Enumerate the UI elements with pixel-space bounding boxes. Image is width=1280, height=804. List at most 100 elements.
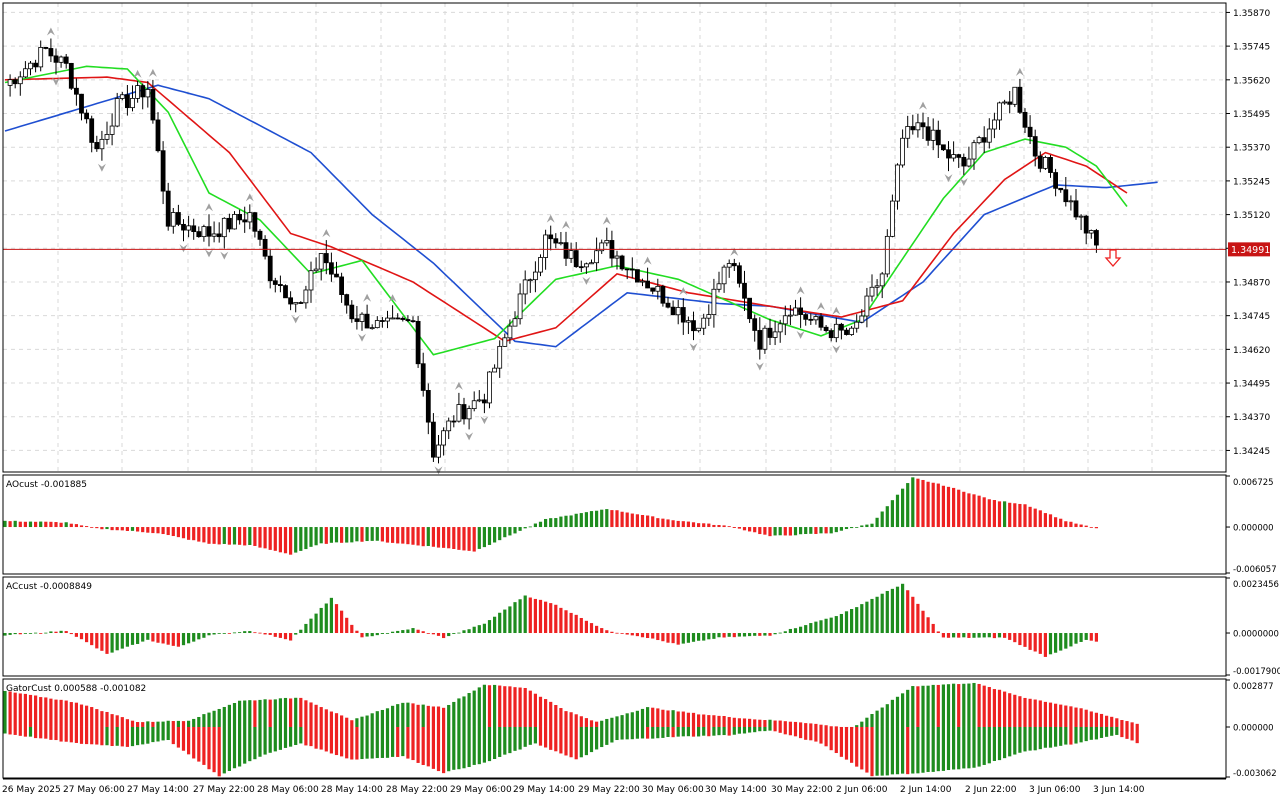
histogram-bar <box>824 726 828 747</box>
histogram-bar <box>360 716 364 727</box>
histogram-bar <box>916 603 920 634</box>
histogram-bar <box>921 726 925 773</box>
histogram-bar <box>1048 726 1053 748</box>
histogram-bar <box>431 726 435 769</box>
histogram-bar <box>130 633 135 645</box>
histogram-bar <box>605 718 609 727</box>
histogram-bar <box>972 726 976 768</box>
histogram-bar <box>329 711 333 727</box>
histogram-bar <box>319 527 323 544</box>
histogram-bar <box>289 527 293 555</box>
histogram-bar <box>141 527 145 533</box>
histogram-bar <box>467 693 471 727</box>
histogram-bar <box>1013 726 1017 755</box>
histogram-bar <box>1028 698 1032 727</box>
bear-candle <box>1073 200 1079 218</box>
histogram-bar <box>635 710 639 727</box>
histogram-bar <box>59 630 63 634</box>
histogram-bar <box>564 711 568 727</box>
histogram-bar <box>477 687 481 727</box>
osc-tick-label: 0.000000 <box>1233 723 1274 733</box>
histogram-bar <box>442 707 446 727</box>
ac-indicator-panel[interactable]: ACcust -0.0008849 0.0023456 0.0000000 -0.0… <box>2 576 1280 677</box>
histogram-bar <box>686 633 690 643</box>
histogram-bar <box>987 687 991 727</box>
bull-candle <box>874 285 880 288</box>
histogram-bar <box>85 633 89 643</box>
histogram-bar <box>1130 722 1134 727</box>
ao-indicator-panel[interactable]: AOcust -0.001885 0.006725 0.000000 -0.0060… <box>2 474 1277 575</box>
ac-indicator-label: ACcust -0.0008849 <box>6 582 92 592</box>
histogram-bar <box>380 633 384 634</box>
histogram-bar <box>865 601 869 634</box>
bull-candle <box>390 317 396 320</box>
histogram-bar <box>1064 633 1068 649</box>
histogram-bar <box>166 527 170 536</box>
histogram-bar <box>916 686 920 727</box>
histogram-bar <box>416 527 420 546</box>
bear-candle <box>43 47 49 49</box>
histogram-bar <box>549 603 553 634</box>
histogram-bar <box>987 499 991 528</box>
histogram-bar <box>13 633 17 635</box>
histogram-bar <box>1110 716 1114 727</box>
time-label: 29 May 06:00 <box>450 785 512 795</box>
histogram-bar <box>253 527 257 546</box>
histogram-bar <box>799 722 803 727</box>
histogram-bar <box>79 525 84 528</box>
histogram-bar <box>697 714 701 727</box>
histogram-bar <box>717 715 721 727</box>
histogram-bar <box>442 527 446 548</box>
histogram-bar <box>375 633 379 636</box>
histogram-bar <box>309 618 313 634</box>
histogram-bar <box>620 726 624 740</box>
histogram-bar <box>834 726 838 728</box>
histogram-bar <box>610 717 614 727</box>
price-tick-label: 1.34620 <box>1233 346 1270 356</box>
histogram-bar <box>844 527 849 530</box>
histogram-bar <box>671 726 675 738</box>
histogram-bar <box>232 632 237 634</box>
bull-candle <box>869 286 875 297</box>
bear-candle <box>48 48 54 57</box>
histogram-bar <box>294 527 298 553</box>
histogram-bar <box>890 699 894 727</box>
histogram-bar <box>243 631 247 634</box>
bear-candle <box>665 302 671 308</box>
histogram-bar <box>523 595 527 634</box>
time-axis[interactable]: 26 May 2025 27 May 06:00 27 May 14:00 27 Ma… <box>2 778 1226 795</box>
fractal-down-icon <box>689 343 698 352</box>
bear-candle <box>33 62 38 68</box>
histogram-bar <box>656 726 660 739</box>
histogram-bar <box>74 524 78 528</box>
histogram-bar <box>686 521 690 528</box>
bear-candle <box>206 226 212 237</box>
histogram-bar <box>340 610 344 634</box>
histogram-bar <box>691 633 696 642</box>
bear-candle <box>1094 230 1099 246</box>
gator-indicator-panel[interactable]: GatorCust 0.000588 -0.001082 0.0028770.0… <box>2 678 1277 779</box>
price-panel[interactable]: 1.35870 1.35745 1.35620 1.35495 1.35370 1.352… <box>2 2 1270 475</box>
histogram-bar <box>222 726 226 774</box>
histogram-bar <box>850 609 854 634</box>
histogram-bar <box>64 631 68 634</box>
histogram-bar <box>1008 726 1012 757</box>
price-axis[interactable]: 1.35870 1.35745 1.35620 1.35495 1.35370 1.352… <box>1226 9 1270 457</box>
histogram-bar <box>1089 726 1093 740</box>
histogram-bar <box>44 632 48 634</box>
histogram-bar <box>870 726 874 777</box>
histogram-bar <box>319 607 323 634</box>
histogram-bar <box>350 720 354 727</box>
histogram-bar <box>299 527 303 551</box>
histogram-bar <box>406 527 410 545</box>
histogram-bar <box>472 690 476 727</box>
histogram-bar <box>691 726 696 737</box>
histogram-bar <box>329 597 333 634</box>
bear-candle <box>925 126 931 141</box>
histogram-bar <box>79 726 84 744</box>
histogram-bar <box>605 509 609 528</box>
histogram-bar <box>707 523 711 528</box>
bull-candle <box>313 268 319 272</box>
